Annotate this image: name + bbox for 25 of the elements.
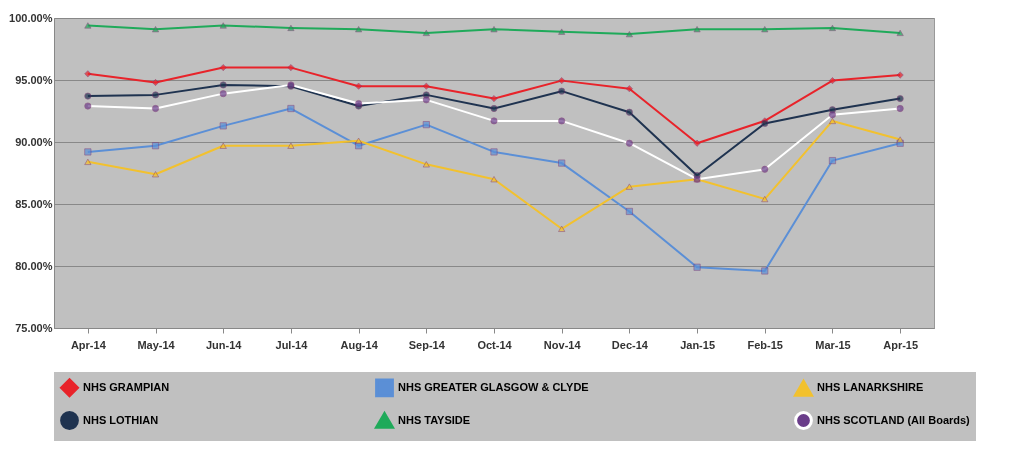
x-tick-label: Feb-15 <box>747 338 783 351</box>
x-tick-label: Apr-15 <box>883 338 919 351</box>
legend-label: NHS GREATER GLASGOW & CLYDE <box>398 380 589 393</box>
y-tick-label: 90.00% <box>15 135 53 148</box>
x-tick-label: May-14 <box>137 338 176 351</box>
y-tick-label: 85.00% <box>15 197 53 210</box>
x-tick-label: Oct-14 <box>477 338 513 351</box>
x-tick-label: Jun-14 <box>206 338 243 351</box>
y-tick-label: 100.00% <box>9 11 53 24</box>
y-tick-label: 75.00% <box>15 321 53 334</box>
legend-label: NHS SCOTLAND (All Boards) <box>817 413 971 426</box>
x-tick-label: Aug-14 <box>340 338 379 351</box>
legend-label: NHS GRAMPIAN <box>83 380 170 393</box>
x-tick-label: Mar-15 <box>815 338 851 351</box>
x-tick-label: Jan-15 <box>680 338 716 351</box>
x-tick-label: Apr-14 <box>70 338 107 351</box>
y-tick-label: 80.00% <box>15 259 53 272</box>
legend-label: NHS LANARKSHIRE <box>817 381 924 394</box>
y-tick-label: 95.00% <box>15 73 53 86</box>
legend-label: NHS LOTHIAN <box>83 413 159 426</box>
x-tick-label: Sep-14 <box>408 338 446 351</box>
legend-label: NHS TAYSIDE <box>398 413 471 426</box>
x-tick-label: Jul-14 <box>275 338 309 351</box>
x-tick-label: Nov-14 <box>543 338 582 351</box>
x-tick-label: Dec-14 <box>611 338 649 351</box>
